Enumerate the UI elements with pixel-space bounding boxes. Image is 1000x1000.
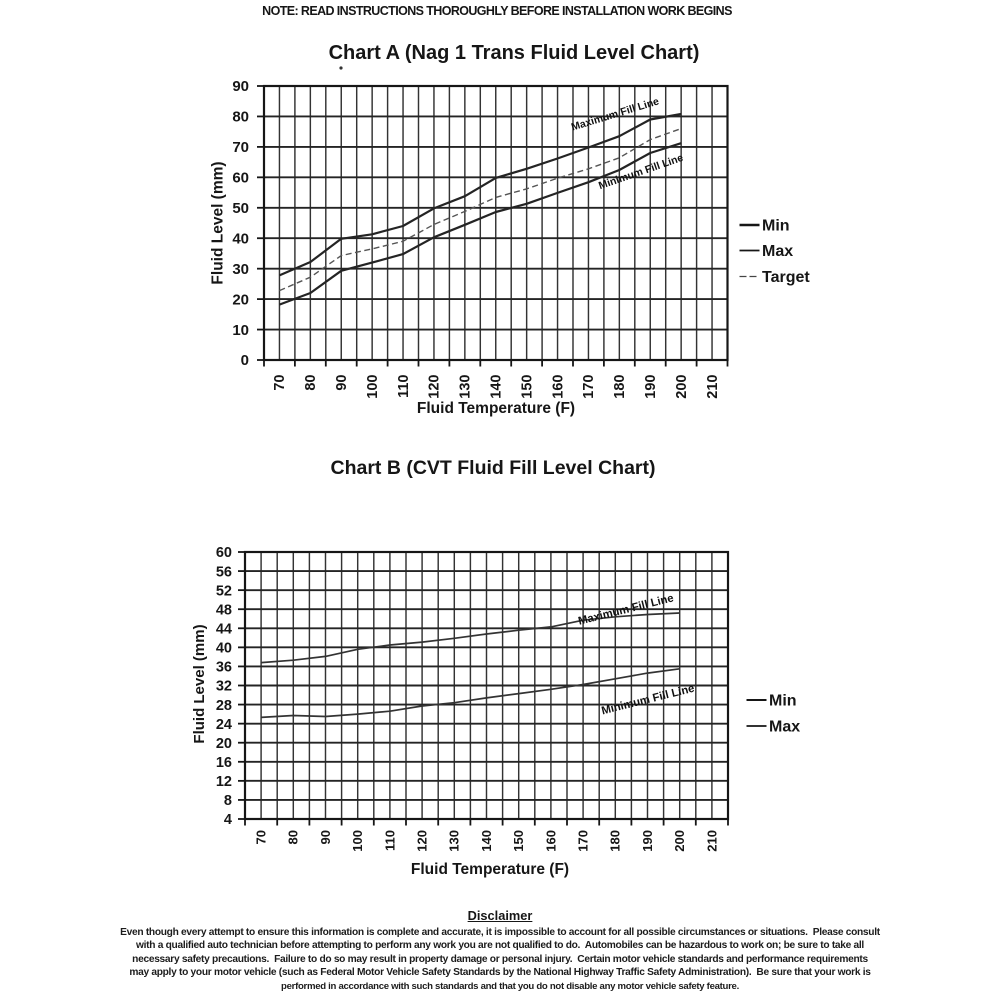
svg-text:110: 110: [382, 830, 397, 851]
svg-text:200: 200: [672, 830, 687, 852]
svg-text:52: 52: [216, 583, 232, 599]
svg-text:20: 20: [232, 291, 249, 308]
svg-text:100: 100: [350, 830, 365, 852]
svg-text:90: 90: [318, 830, 333, 844]
svg-text:20: 20: [216, 736, 232, 752]
svg-text:90: 90: [232, 78, 249, 95]
svg-text:60: 60: [216, 545, 232, 561]
svg-text:28: 28: [216, 698, 232, 714]
svg-text:170: 170: [576, 830, 591, 852]
svg-text:150: 150: [519, 375, 535, 399]
svg-text:48: 48: [216, 602, 232, 618]
svg-text:40: 40: [232, 230, 249, 247]
svg-text:150: 150: [511, 830, 526, 852]
svg-text:140: 140: [479, 830, 494, 852]
svg-text:190: 190: [643, 375, 659, 399]
svg-text:30: 30: [232, 261, 249, 278]
svg-text:80: 80: [232, 109, 249, 126]
svg-text:56: 56: [216, 564, 232, 580]
svg-text:190: 190: [640, 830, 655, 852]
svg-text:70: 70: [272, 375, 288, 391]
svg-text:44: 44: [216, 621, 232, 637]
svg-text:Min: Min: [769, 693, 797, 710]
svg-text:100: 100: [365, 375, 381, 399]
svg-text:40: 40: [216, 641, 232, 657]
svg-text:120: 120: [415, 830, 430, 852]
svg-text:4: 4: [224, 812, 232, 828]
svg-text:24: 24: [216, 717, 232, 733]
svg-text:Min: Min: [762, 218, 790, 235]
svg-text:Target: Target: [762, 269, 810, 286]
svg-text:Max: Max: [762, 243, 793, 260]
svg-text:Max: Max: [769, 719, 800, 736]
svg-text:12: 12: [216, 774, 232, 790]
svg-text:210: 210: [704, 830, 719, 852]
svg-text:80: 80: [303, 375, 319, 391]
svg-text:130: 130: [458, 375, 474, 399]
svg-text:8: 8: [224, 793, 232, 809]
svg-text:32: 32: [216, 679, 232, 695]
svg-text:50: 50: [232, 200, 249, 217]
svg-text:130: 130: [447, 830, 462, 852]
svg-text:80: 80: [286, 830, 301, 844]
svg-text:70: 70: [232, 139, 249, 156]
svg-text:Fluid Level (mm): Fluid Level (mm): [210, 161, 227, 284]
svg-text:170: 170: [581, 375, 597, 399]
svg-text:160: 160: [543, 830, 558, 852]
svg-text:36: 36: [216, 660, 232, 676]
svg-text:10: 10: [232, 322, 249, 339]
svg-text:Fluid Level (mm): Fluid Level (mm): [191, 624, 208, 743]
svg-text:60: 60: [232, 170, 249, 187]
svg-text:180: 180: [612, 375, 628, 399]
svg-text:Fluid Temperature (F): Fluid Temperature (F): [417, 400, 575, 417]
svg-text:16: 16: [216, 755, 232, 771]
svg-text:Maximum Fill Line: Maximum Fill Line: [570, 95, 661, 133]
svg-text:70: 70: [254, 830, 269, 844]
svg-text:210: 210: [705, 375, 721, 399]
svg-text:180: 180: [608, 830, 623, 852]
svg-text:90: 90: [334, 375, 350, 391]
svg-text:140: 140: [489, 375, 505, 399]
svg-text:120: 120: [427, 375, 443, 399]
svg-text:110: 110: [396, 375, 412, 398]
svg-text:160: 160: [550, 375, 566, 399]
svg-text:200: 200: [674, 375, 690, 399]
svg-text:0: 0: [241, 352, 249, 369]
svg-text:Fluid Temperature (F): Fluid Temperature (F): [411, 861, 569, 878]
